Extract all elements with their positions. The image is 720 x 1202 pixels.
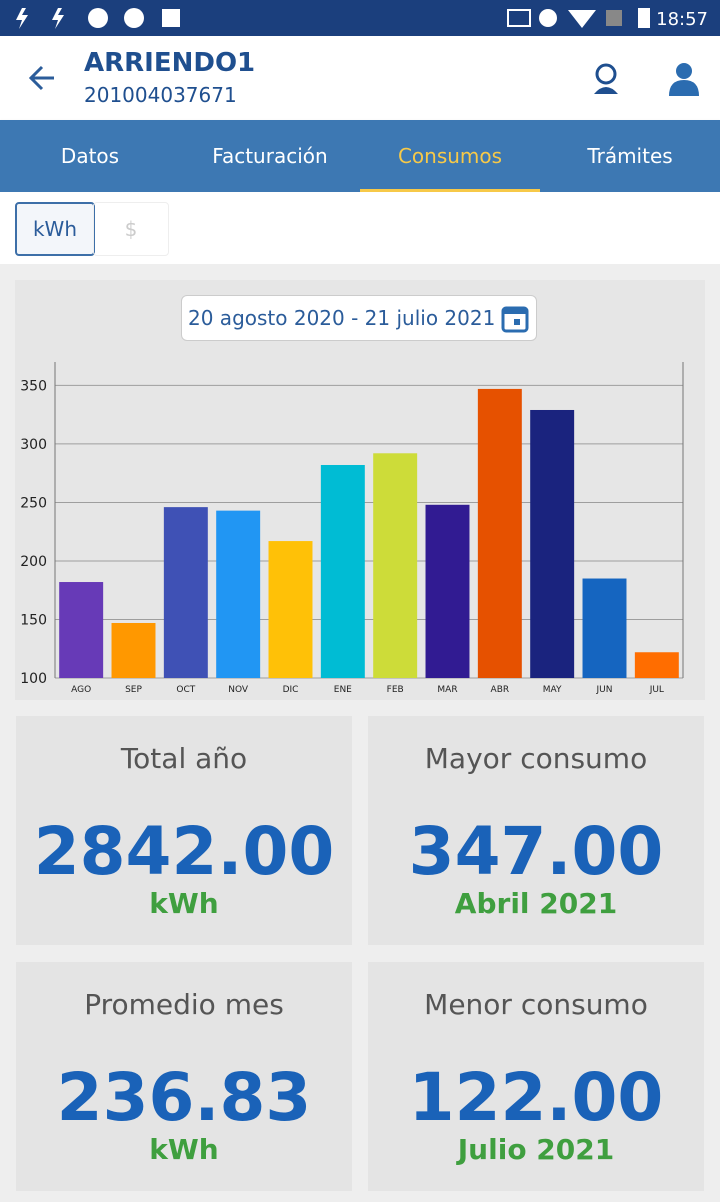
x-tick-label: NOV [228,685,249,695]
x-tick-label: MAY [543,685,562,695]
tab-bar: Datos Facturación Consumos Trámites [0,120,720,192]
y-tick-label: 250 [20,495,47,511]
unit-kwh[interactable]: kWh [15,202,95,256]
unit-toggle: kWh $ [0,192,720,264]
bar [425,504,470,678]
status-icons: 18:57 [16,8,708,30]
support-button[interactable] [588,60,624,96]
card-value: 2842.00 [33,813,335,890]
account-name: ARRIENDO1 [84,48,256,78]
bar [268,541,313,678]
tab[interactable]: Trámites [587,144,673,168]
stat-card: Total año 2842.00 kWh [16,716,352,945]
x-tick-label: ENE [334,685,352,695]
x-tick-label: JUN [596,685,613,695]
card-title: Total año [120,742,248,775]
x-tick-label: ABR [491,685,510,695]
tab[interactable]: Facturación [212,144,328,168]
stat-card: Promedio mes 236.83 kWh [16,962,352,1191]
x-tick-label: MAR [437,685,457,695]
card-value: 236.83 [56,1059,312,1136]
stat-card: Menor consumo 122.00 Julio 2021 [368,962,704,1191]
card-title: Menor consumo [424,988,648,1021]
date-range: 20 agosto 2020 - 21 julio 2021 [188,306,496,330]
bar [216,510,261,678]
bar [477,388,522,678]
card-title: Mayor consumo [424,742,648,775]
tab[interactable]: Datos [60,144,120,168]
y-tick-label: 150 [20,612,47,628]
x-tick-label: SEP [125,685,142,695]
back-button[interactable] [26,62,58,94]
card-value: 122.00 [408,1059,664,1136]
bar [59,582,104,678]
date-picker[interactable]: 20 agosto 2020 - 21 julio 2021 [181,295,537,341]
status-bar: 18:57 [0,0,720,36]
card-unit: Abril 2021 [454,887,618,920]
profile-button[interactable] [666,60,702,96]
calendar-icon [501,306,529,333]
bar [111,622,156,678]
x-tick-label: JUL [649,685,664,695]
bar [582,578,627,678]
account-number: 201004037671 [84,83,237,107]
y-tick-label: 200 [20,554,47,570]
card-unit: Julio 2021 [457,1133,615,1166]
card-unit: kWh [149,1133,219,1166]
app-header: ARRIENDO1 201004037671 [0,36,720,120]
tab-active[interactable]: Consumos [360,120,540,192]
chart-card: 20 agosto 2020 - 21 julio 2021 100 150 200… [15,280,705,700]
x-tick-label: OCT [176,685,195,695]
y-tick-label: 300 [20,437,47,453]
card-unit: kWh [149,887,219,920]
bar-chart: 100 150 200 250 300 350 AGO SEP OCT NOV DIC ENE FEB M… [20,362,684,695]
x-tick-label: AGO [71,685,91,695]
bar [634,652,679,678]
x-tick-label: DIC [283,685,299,695]
y-tick-label: 100 [20,671,47,687]
bar [163,507,208,678]
bar [530,409,575,678]
y-tick-label: 350 [20,378,47,394]
card-value: 347.00 [408,813,664,890]
bar [373,453,418,678]
bar [320,464,365,678]
clock: 18:57 [656,9,708,30]
stat-card: Mayor consumo 347.00 Abril 2021 [368,716,704,945]
x-tick-label: FEB [387,685,404,695]
card-title: Promedio mes [84,988,284,1021]
unit-money[interactable]: $ [93,202,169,256]
